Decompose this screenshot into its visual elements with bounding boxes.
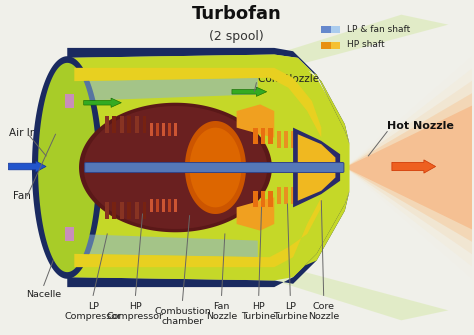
Polygon shape xyxy=(168,123,171,136)
Polygon shape xyxy=(283,131,288,147)
Polygon shape xyxy=(67,55,349,280)
Polygon shape xyxy=(174,123,177,136)
Polygon shape xyxy=(174,199,177,212)
Polygon shape xyxy=(298,134,336,201)
Text: LP
Compressor: LP Compressor xyxy=(64,302,122,322)
Polygon shape xyxy=(143,116,146,133)
Polygon shape xyxy=(128,202,131,219)
Text: Hot Nozzle: Hot Nozzle xyxy=(387,121,454,131)
Polygon shape xyxy=(291,131,295,147)
Polygon shape xyxy=(345,88,474,247)
Polygon shape xyxy=(237,197,274,230)
Polygon shape xyxy=(112,202,116,219)
Text: HP
Turbine: HP Turbine xyxy=(241,302,276,322)
Bar xyxy=(321,42,340,49)
Polygon shape xyxy=(190,128,241,207)
Text: HP shaft: HP shaft xyxy=(347,41,385,49)
Polygon shape xyxy=(277,131,281,147)
FancyBboxPatch shape xyxy=(85,162,344,173)
Text: Combustion
chamber: Combustion chamber xyxy=(154,307,211,326)
Polygon shape xyxy=(74,197,321,267)
Polygon shape xyxy=(261,128,265,144)
Polygon shape xyxy=(65,94,74,108)
Polygon shape xyxy=(293,128,340,207)
Text: Fan: Fan xyxy=(13,191,31,201)
Polygon shape xyxy=(67,191,349,280)
FancyArrow shape xyxy=(232,87,267,96)
Bar xyxy=(321,26,340,33)
Polygon shape xyxy=(185,121,246,214)
Polygon shape xyxy=(67,48,349,144)
Polygon shape xyxy=(155,199,159,212)
Polygon shape xyxy=(162,199,165,212)
Polygon shape xyxy=(268,191,273,207)
Polygon shape xyxy=(120,202,124,219)
Polygon shape xyxy=(345,61,474,274)
Polygon shape xyxy=(274,264,448,320)
Polygon shape xyxy=(128,116,131,133)
Polygon shape xyxy=(84,106,267,229)
Polygon shape xyxy=(283,188,288,204)
Text: Nacelle: Nacelle xyxy=(26,290,61,299)
Text: Air Intake: Air Intake xyxy=(9,128,59,138)
Polygon shape xyxy=(74,68,321,138)
Text: LP & fan shaft: LP & fan shaft xyxy=(347,25,410,34)
Polygon shape xyxy=(120,116,124,133)
Polygon shape xyxy=(67,55,349,144)
Polygon shape xyxy=(261,191,265,207)
Polygon shape xyxy=(135,116,139,133)
Polygon shape xyxy=(168,199,171,212)
Polygon shape xyxy=(150,123,153,136)
Text: LP
Turbine: LP Turbine xyxy=(273,302,308,322)
Polygon shape xyxy=(155,123,159,136)
Polygon shape xyxy=(150,199,153,212)
Bar xyxy=(331,42,340,49)
Polygon shape xyxy=(291,188,295,204)
FancyArrow shape xyxy=(9,161,46,172)
Text: Fan
Nozzle: Fan Nozzle xyxy=(206,302,237,322)
Polygon shape xyxy=(345,101,474,234)
Bar xyxy=(331,26,340,33)
Polygon shape xyxy=(74,78,258,101)
Polygon shape xyxy=(277,188,281,204)
Polygon shape xyxy=(143,202,146,219)
Polygon shape xyxy=(253,191,258,207)
Polygon shape xyxy=(274,15,448,71)
Polygon shape xyxy=(112,116,116,133)
Text: (2 spool): (2 spool) xyxy=(209,29,264,43)
Polygon shape xyxy=(345,74,474,261)
Text: Cold Nozzle: Cold Nozzle xyxy=(258,74,319,84)
Polygon shape xyxy=(237,105,274,138)
Polygon shape xyxy=(135,202,139,219)
FancyArrow shape xyxy=(84,98,121,108)
Polygon shape xyxy=(345,48,474,287)
Polygon shape xyxy=(162,123,165,136)
Polygon shape xyxy=(74,234,258,257)
Polygon shape xyxy=(105,116,109,133)
FancyArrow shape xyxy=(392,160,436,173)
Polygon shape xyxy=(38,63,96,272)
Text: Turbofan: Turbofan xyxy=(192,5,282,23)
Polygon shape xyxy=(79,103,272,232)
Polygon shape xyxy=(105,202,109,219)
Text: Core
Nozzle: Core Nozzle xyxy=(308,302,339,322)
Polygon shape xyxy=(32,56,102,279)
Polygon shape xyxy=(253,128,258,144)
Polygon shape xyxy=(268,128,273,144)
Text: HP
Compressor: HP Compressor xyxy=(107,302,164,322)
Polygon shape xyxy=(65,227,74,241)
Polygon shape xyxy=(67,191,349,287)
